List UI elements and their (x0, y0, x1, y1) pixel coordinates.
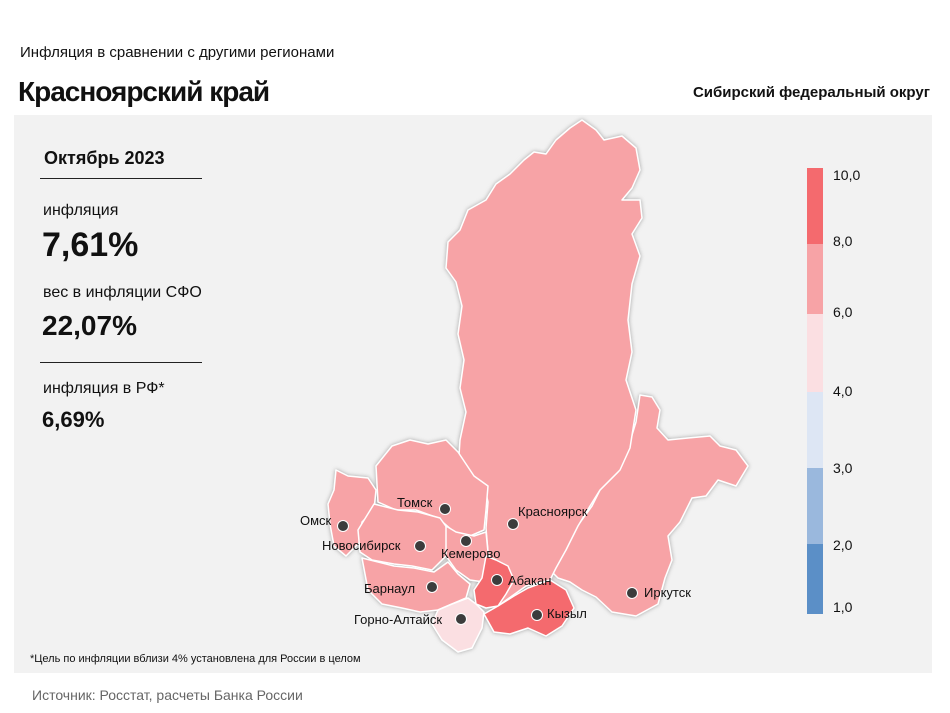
city-label: Новосибирск (322, 538, 401, 553)
legend-tick-label: 10,0 (833, 167, 861, 183)
weight-label: вес в инфляции СФО (43, 284, 202, 301)
legend-swatch (807, 544, 823, 614)
rf-inflation-label: инфляция в РФ* (43, 380, 165, 397)
city-marker (337, 520, 349, 532)
legend-swatch (807, 168, 823, 244)
legend-tick-label: 8,0 (833, 233, 853, 249)
region-altai-rep (431, 597, 485, 653)
city-marker (531, 609, 543, 621)
legend-swatch (807, 468, 823, 544)
source-note: Источник: Росстат, расчеты Банка России (32, 687, 303, 703)
page-title: Красноярский край (18, 76, 270, 107)
region-novosibirsk (357, 503, 451, 571)
district-title: Сибирский федеральный округ (692, 84, 930, 101)
city-marker (455, 613, 467, 625)
city-label: Барнаул (364, 581, 415, 596)
rf-inflation-value: 6,69% (42, 407, 105, 432)
legend-tick-label: 4,0 (833, 383, 853, 399)
region-tomsk (375, 439, 489, 537)
divider (40, 178, 202, 179)
city-label: Абакан (508, 573, 551, 588)
legend-tick-label: 3,0 (833, 460, 853, 476)
subtitle: Инфляция в сравнении с другими регионами (20, 44, 335, 61)
city-marker (414, 540, 426, 552)
city-label: Кызыл (547, 606, 587, 621)
legend-swatch (807, 244, 823, 314)
inflation-label: инфляция (43, 202, 119, 219)
city-marker (626, 587, 638, 599)
city-marker (491, 574, 503, 586)
inflation-value: 7,61% (42, 226, 139, 264)
city-label: Горно-Алтайск (354, 612, 442, 627)
city-label: Кемерово (441, 546, 500, 561)
weight-value: 22,07% (42, 310, 137, 341)
city-marker (439, 503, 451, 515)
city-marker (507, 518, 519, 530)
period-label: Октябрь 2023 (44, 148, 165, 168)
legend-tick-label: 6,0 (833, 304, 853, 320)
city-label: Иркутск (644, 585, 691, 600)
region-tyva (483, 579, 575, 637)
city-label: Красноярск (518, 504, 588, 519)
legend-tick-label: 2,0 (833, 537, 853, 553)
city-marker (460, 535, 472, 547)
legend-tick-label: 1,0 (833, 599, 853, 615)
divider (40, 362, 202, 363)
city-label: Томск (397, 495, 433, 510)
legend-swatch (807, 392, 823, 468)
city-label: Омск (300, 513, 332, 528)
footnote: *Цель по инфляции вблизи 4% установлена … (30, 653, 361, 665)
city-marker (426, 581, 438, 593)
legend-swatch (807, 314, 823, 392)
